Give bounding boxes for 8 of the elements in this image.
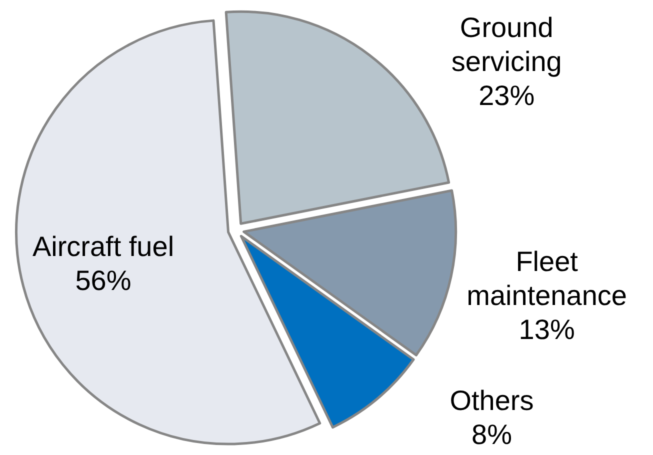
slice-label: Aircraft fuel — [32, 231, 174, 262]
slice-label: Fleet maintenance — [466, 246, 627, 312]
data-label: 23% — [478, 80, 535, 111]
slice-label: Ground servicing — [451, 12, 562, 77]
data-label: 8% — [472, 419, 512, 450]
data-label: 13% — [518, 314, 575, 346]
slice-label: Others — [450, 385, 534, 416]
data-label: 56% — [75, 265, 132, 296]
